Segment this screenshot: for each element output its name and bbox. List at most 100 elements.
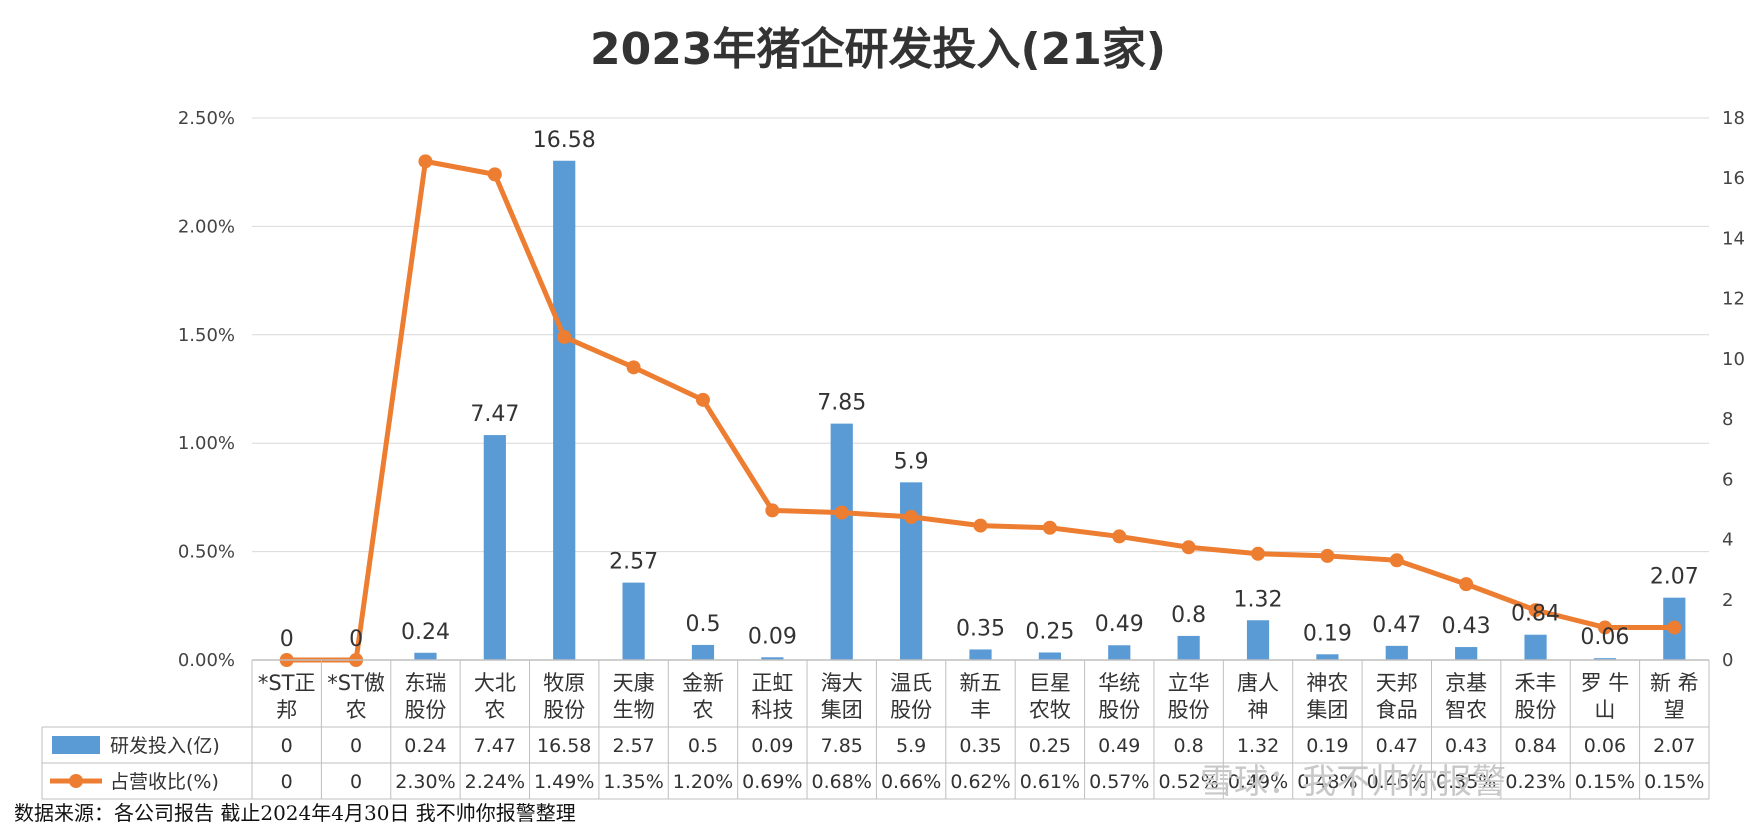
table-cell-rd: 2.57 bbox=[612, 735, 654, 757]
bar bbox=[1455, 647, 1478, 660]
category-label: 集团 bbox=[821, 698, 863, 722]
category-label: 立华 bbox=[1168, 671, 1210, 695]
bar bbox=[1177, 635, 1200, 660]
right-axis-tick: 2 bbox=[1722, 590, 1733, 611]
category-label: 山 bbox=[1594, 698, 1615, 722]
bar-data-label: 0 bbox=[349, 627, 363, 652]
category-label: 新五 bbox=[960, 671, 1002, 695]
table-cell-rd: 1.32 bbox=[1237, 735, 1279, 757]
bar bbox=[1038, 652, 1061, 660]
category-label: 京基 bbox=[1445, 671, 1487, 695]
legend-line-marker bbox=[69, 774, 83, 788]
left-axis-tick: 1.50% bbox=[178, 325, 235, 346]
category-label: 新 希 bbox=[1650, 671, 1699, 695]
watermark: 雪球：我不帅你报警 bbox=[1200, 762, 1506, 802]
table-cell-rd: 16.58 bbox=[537, 735, 591, 757]
category-label: 智农 bbox=[1445, 698, 1487, 722]
line-point bbox=[1042, 520, 1057, 535]
line-point bbox=[973, 518, 988, 533]
bar-data-label: 7.85 bbox=[817, 391, 866, 416]
bar bbox=[1524, 634, 1547, 660]
category-label: 股份 bbox=[543, 698, 585, 722]
right-axis-tick: 8 bbox=[1722, 409, 1733, 430]
table-cell-ratio: 0.69% bbox=[742, 771, 802, 793]
table-cell-ratio: 0 bbox=[281, 771, 293, 793]
bar bbox=[1385, 645, 1408, 660]
bar-data-label: 7.47 bbox=[470, 402, 519, 427]
line-point bbox=[1667, 620, 1682, 635]
table-cell-ratio: 0.61% bbox=[1020, 771, 1080, 793]
right-axis-tick: 18 bbox=[1722, 108, 1745, 129]
line-point bbox=[557, 329, 572, 344]
category-label: 唐人 bbox=[1237, 671, 1279, 695]
line-point bbox=[1597, 620, 1612, 635]
table-cell-ratio: 0.46% bbox=[1367, 771, 1427, 793]
bar bbox=[1108, 645, 1131, 660]
right-axis-tick: 6 bbox=[1722, 469, 1733, 490]
line-point bbox=[1389, 553, 1404, 568]
legend-bar-label: 研发投入(亿) bbox=[110, 735, 220, 757]
bar bbox=[969, 649, 992, 660]
line-point bbox=[1528, 603, 1543, 618]
bar-data-label: 0.43 bbox=[1442, 614, 1491, 639]
line-point bbox=[1320, 548, 1335, 563]
line-point bbox=[904, 509, 919, 524]
table-cell-ratio: 0.49% bbox=[1228, 771, 1288, 793]
bar-data-label: 0.8 bbox=[1171, 603, 1206, 628]
right-axis: 18 16 14 12 10 8 6 4 2 0 bbox=[1722, 108, 1745, 671]
table-cell-rd: 0.43 bbox=[1445, 735, 1487, 757]
table-cell-ratio: 0.15% bbox=[1575, 771, 1635, 793]
legend-bar-key bbox=[52, 736, 100, 754]
category-label: *ST正 bbox=[258, 671, 316, 695]
table-cell-ratio: 1.20% bbox=[673, 771, 733, 793]
category-label: 温氏 bbox=[890, 671, 932, 695]
table-cell-ratio: 2.24% bbox=[465, 771, 525, 793]
table-cell-rd: 0.09 bbox=[751, 735, 793, 757]
table-cell-ratio: 0.15% bbox=[1644, 771, 1704, 793]
category-label: 丰 bbox=[970, 698, 991, 722]
bar bbox=[1246, 620, 1270, 660]
table-cell-ratio: 0.48% bbox=[1297, 771, 1357, 793]
category-label: *ST傲 bbox=[327, 671, 385, 695]
table-cell-rd: 7.85 bbox=[821, 735, 863, 757]
right-axis-tick: 12 bbox=[1722, 289, 1745, 310]
table-cell-rd: 0.49 bbox=[1098, 735, 1140, 757]
table-cell-rd: 0 bbox=[281, 735, 293, 757]
right-axis-tick: 4 bbox=[1722, 530, 1733, 551]
left-axis-tick: 2.50% bbox=[178, 108, 235, 129]
table-cell-ratio: 2.30% bbox=[395, 771, 455, 793]
legend-line-label: 占营收比(%) bbox=[110, 771, 219, 793]
category-label: 巨星 bbox=[1029, 671, 1071, 695]
category-label: 邦 bbox=[276, 698, 297, 722]
category-label: 食品 bbox=[1376, 698, 1418, 722]
table-cell-ratio: 1.49% bbox=[534, 771, 594, 793]
right-axis-tick: 14 bbox=[1722, 228, 1745, 249]
table-cell-rd: 0.35 bbox=[959, 735, 1001, 757]
line-point bbox=[834, 505, 849, 520]
table-cell-rd: 0.8 bbox=[1174, 735, 1204, 757]
category-label: 股份 bbox=[404, 698, 446, 722]
bar-data-label: 0.49 bbox=[1095, 612, 1144, 637]
category-label: 天康 bbox=[613, 671, 655, 695]
table-cell-rd: 0 bbox=[350, 735, 362, 757]
table-cell-ratio: 0.68% bbox=[812, 771, 872, 793]
table-cell-ratio: 0.57% bbox=[1089, 771, 1149, 793]
table-cell-rd: 0.47 bbox=[1376, 735, 1418, 757]
category-label: 罗 牛 bbox=[1581, 671, 1630, 695]
bar-data-label: 0.84 bbox=[1511, 602, 1560, 627]
table-cell-rd: 7.47 bbox=[474, 735, 516, 757]
bar-data-label: 0.25 bbox=[1025, 619, 1074, 644]
bar bbox=[761, 657, 784, 660]
category-label: 股份 bbox=[890, 698, 932, 722]
category-label: 农 bbox=[346, 698, 367, 722]
category-label: 大北 bbox=[474, 671, 516, 695]
table-cell-rd: 0.06 bbox=[1584, 735, 1626, 757]
bar-data-label: 0.47 bbox=[1372, 613, 1421, 638]
category-label: 牧原 bbox=[543, 671, 585, 695]
left-axis-tick: 0.00% bbox=[178, 650, 235, 671]
bar bbox=[691, 644, 715, 660]
line-point bbox=[695, 392, 710, 407]
table-cell-ratio: 1.35% bbox=[603, 771, 663, 793]
